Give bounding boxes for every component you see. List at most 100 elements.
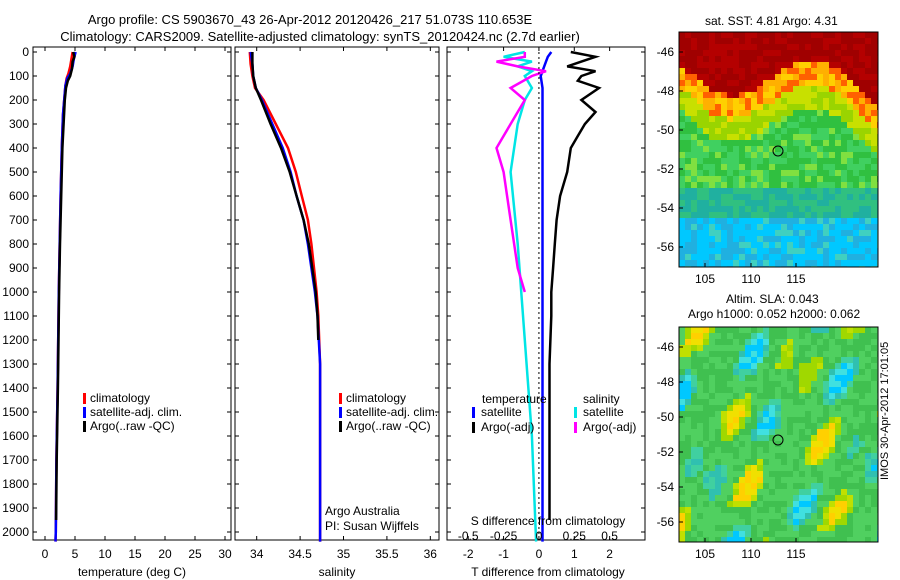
map-pixel bbox=[739, 441, 745, 447]
map-ytick-label: -54 bbox=[657, 480, 675, 494]
map-pixel bbox=[697, 501, 703, 507]
map-pixel bbox=[769, 170, 775, 176]
map-pixel bbox=[811, 429, 817, 435]
map-pixel bbox=[715, 236, 721, 242]
map-pixel bbox=[865, 188, 871, 194]
xtick-label: -1 bbox=[498, 547, 509, 561]
map-pixel bbox=[697, 254, 703, 260]
map-pixel bbox=[757, 170, 763, 176]
map-pixel bbox=[697, 393, 703, 399]
map-pixel bbox=[769, 489, 775, 495]
map-pixel bbox=[865, 519, 871, 525]
map-pixel bbox=[781, 206, 787, 212]
xtick-label: 0 bbox=[42, 547, 49, 561]
map-pixel bbox=[847, 345, 853, 351]
map-pixel bbox=[817, 525, 823, 531]
map-pixel bbox=[703, 495, 709, 501]
map-pixel bbox=[745, 441, 751, 447]
legend-swatch bbox=[472, 422, 475, 433]
map-pixel bbox=[739, 74, 745, 80]
map-pixel bbox=[709, 393, 715, 399]
map-pixel bbox=[739, 68, 745, 74]
map-pixel bbox=[751, 50, 757, 56]
map-pixel bbox=[847, 62, 853, 68]
map-pixel bbox=[829, 345, 835, 351]
map-pixel bbox=[739, 375, 745, 381]
map-pixel bbox=[787, 50, 793, 56]
map-pixel bbox=[757, 164, 763, 170]
map-pixel bbox=[871, 122, 877, 128]
map-pixel bbox=[859, 513, 865, 519]
map-pixel bbox=[835, 519, 841, 525]
map-pixel bbox=[733, 525, 739, 531]
map-pixel bbox=[787, 104, 793, 110]
map-pixel bbox=[793, 441, 799, 447]
map-pixel bbox=[847, 50, 853, 56]
map-pixel bbox=[775, 260, 781, 266]
map-pixel bbox=[823, 98, 829, 104]
map-pixel bbox=[727, 116, 733, 122]
map-pixel bbox=[775, 465, 781, 471]
map-pixel bbox=[709, 254, 715, 260]
map-pixel bbox=[805, 218, 811, 224]
map-pixel bbox=[817, 218, 823, 224]
map-pixel bbox=[835, 80, 841, 86]
map-pixel bbox=[703, 387, 709, 393]
map-pixel bbox=[829, 465, 835, 471]
map-pixel bbox=[871, 477, 877, 483]
map-pixel bbox=[817, 405, 823, 411]
map-pixel bbox=[787, 489, 793, 495]
map-pixel bbox=[865, 345, 871, 351]
map-pixel bbox=[691, 86, 697, 92]
map-pixel bbox=[805, 327, 811, 333]
map-pixel bbox=[709, 417, 715, 423]
map-pixel bbox=[691, 134, 697, 140]
map-pixel bbox=[751, 188, 757, 194]
map-pixel bbox=[865, 429, 871, 435]
map-pixel bbox=[841, 212, 847, 218]
map-pixel bbox=[835, 411, 841, 417]
map-pixel bbox=[793, 375, 799, 381]
map-pixel bbox=[793, 122, 799, 128]
map-pixel bbox=[769, 200, 775, 206]
map-pixel bbox=[757, 363, 763, 369]
map-pixel bbox=[775, 134, 781, 140]
map-pixel bbox=[787, 339, 793, 345]
map-pixel bbox=[787, 519, 793, 525]
map-pixel bbox=[787, 483, 793, 489]
map-pixel bbox=[745, 525, 751, 531]
map-pixel bbox=[709, 146, 715, 152]
map-pixel bbox=[817, 176, 823, 182]
map-pixel bbox=[739, 56, 745, 62]
map-pixel bbox=[727, 62, 733, 68]
map-pixel bbox=[841, 56, 847, 62]
map-pixel bbox=[727, 260, 733, 266]
map-pixel bbox=[679, 50, 685, 56]
map-pixel bbox=[757, 44, 763, 50]
map-pixel bbox=[763, 206, 769, 212]
map-pixel bbox=[703, 152, 709, 158]
map-pixel bbox=[733, 495, 739, 501]
depth-tick-label: 1900 bbox=[2, 501, 29, 515]
map-pixel bbox=[745, 345, 751, 351]
map-pixel bbox=[853, 38, 859, 44]
map-pixel bbox=[685, 369, 691, 375]
map-pixel bbox=[799, 525, 805, 531]
map-pixel bbox=[709, 224, 715, 230]
map-pixel bbox=[745, 357, 751, 363]
map-pixel bbox=[871, 381, 877, 387]
map-pixel bbox=[769, 188, 775, 194]
map-pixel bbox=[679, 62, 685, 68]
map-pixel bbox=[829, 122, 835, 128]
map-pixel bbox=[733, 98, 739, 104]
map-pixel bbox=[715, 369, 721, 375]
map-pixel bbox=[853, 387, 859, 393]
map-pixel bbox=[757, 411, 763, 417]
map-pixel bbox=[829, 200, 835, 206]
xtick-label: -2 bbox=[463, 547, 474, 561]
map-pixel bbox=[799, 507, 805, 513]
map-pixel bbox=[811, 417, 817, 423]
map-pixel bbox=[811, 411, 817, 417]
map-pixel bbox=[745, 194, 751, 200]
map-pixel bbox=[865, 140, 871, 146]
